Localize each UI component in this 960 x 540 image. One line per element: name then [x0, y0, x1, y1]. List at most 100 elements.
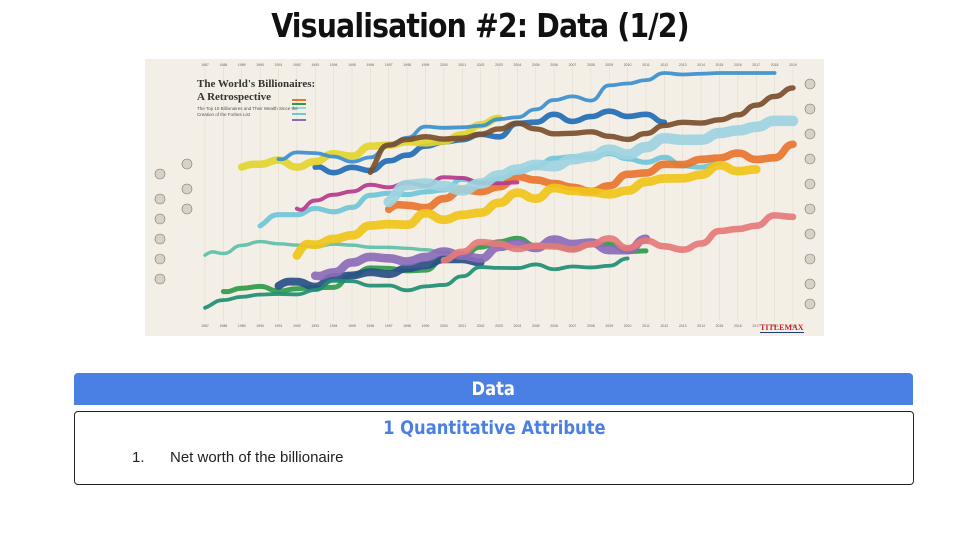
year-label-bottom: 1992 — [293, 324, 301, 328]
billionaire-portrait — [154, 213, 166, 225]
legend-swatch — [292, 113, 306, 115]
billionaire-portrait — [154, 193, 166, 205]
data-section-box: 1 Quantitative Attribute 1. Net worth of… — [74, 411, 914, 485]
attribute-title: 1 Quantitative Attribute — [75, 417, 913, 439]
billionaire-portrait — [804, 203, 816, 215]
billionaire-portrait — [804, 78, 816, 90]
slide-title: Visualisation #2: Data (1/2) — [271, 6, 689, 45]
year-label-top: 2007 — [569, 63, 577, 67]
year-label-top: 1999 — [422, 63, 430, 67]
billionaire-portrait — [181, 158, 193, 170]
year-label-top: 1998 — [403, 63, 411, 67]
billionaire-portrait — [804, 103, 816, 115]
year-label-bottom: 2006 — [550, 324, 558, 328]
year-label-bottom: 2001 — [458, 324, 466, 328]
year-label-top: 2009 — [605, 63, 613, 67]
year-label-bottom: 1988 — [219, 324, 227, 328]
year-label-bottom: 2000 — [440, 324, 448, 328]
wealth-ribbon — [383, 115, 799, 208]
year-label-bottom: 1994 — [330, 324, 338, 328]
year-label-top: 2014 — [697, 63, 705, 67]
year-label-top: 1993 — [311, 63, 319, 67]
billionaire-portrait — [804, 298, 816, 310]
year-label-bottom: 2018 — [771, 324, 779, 328]
year-label-top: 1987 — [201, 63, 209, 67]
year-label-top: 1990 — [256, 63, 264, 67]
year-label-bottom: 2017 — [752, 324, 760, 328]
year-label-bottom: 2019 — [789, 324, 797, 328]
billionaire-portrait — [804, 253, 816, 265]
billionaires-infographic: 1987 1988 1989 1990 1991 1992 1993 1994 1995 1996… — [145, 59, 824, 336]
year-label-top: 1995 — [348, 63, 356, 67]
billionaire-portrait — [804, 278, 816, 290]
year-label-bottom: 2010 — [624, 324, 632, 328]
year-label-top: 2011 — [642, 63, 650, 67]
list-item-number: 1. — [132, 449, 145, 466]
billionaire-portrait — [154, 168, 166, 180]
year-label-bottom: 2004 — [513, 324, 521, 328]
legend-swatch — [292, 107, 306, 109]
year-label-top: 2013 — [679, 63, 687, 67]
data-header-label: Data — [471, 378, 516, 400]
data-section-header: Data — [74, 373, 913, 405]
infographic-subtitle: The Top 10 Billionaires and Their Wealth… — [197, 106, 298, 117]
year-label-bottom: 2012 — [660, 324, 668, 328]
year-label-top: 1996 — [366, 63, 374, 67]
wealth-ribbon — [203, 256, 630, 310]
year-label-bottom: 1996 — [366, 324, 374, 328]
legend-swatch — [292, 103, 306, 105]
year-label-top: 2005 — [532, 63, 540, 67]
year-label-bottom: 2003 — [495, 324, 503, 328]
year-label-top: 1991 — [275, 63, 283, 67]
billionaire-portrait — [181, 203, 193, 215]
year-label-bottom: 1993 — [311, 324, 319, 328]
year-label-top: 2004 — [513, 63, 521, 67]
year-label-bottom: 1991 — [275, 324, 283, 328]
billionaire-portrait — [804, 153, 816, 165]
wealth-ribbon — [367, 85, 796, 176]
list-item-text: Net worth of the billionaire — [170, 449, 344, 466]
year-label-top: 1997 — [385, 63, 393, 67]
year-label-top: 2002 — [477, 63, 485, 67]
year-label-top: 2018 — [771, 63, 779, 67]
year-label-bottom: 2008 — [587, 324, 595, 328]
year-label-top: 2019 — [789, 63, 797, 67]
year-label-bottom: 1998 — [403, 324, 411, 328]
year-label-bottom: 1997 — [385, 324, 393, 328]
year-label-bottom: 1989 — [238, 324, 246, 328]
attribute-title-label: 1 Quantitative Attribute — [382, 417, 606, 439]
year-label-top: 2016 — [734, 63, 742, 67]
billionaire-portrait — [181, 183, 193, 195]
year-label-top: 2015 — [716, 63, 724, 67]
wealth-ribbon — [203, 239, 464, 258]
infographic-graphic: 1987 1988 1989 1990 1991 1992 1993 1994 1995 1996… — [154, 63, 816, 328]
year-label-top: 1992 — [293, 63, 301, 67]
year-label-bottom: 2016 — [734, 324, 742, 328]
year-label-top: 1988 — [219, 63, 227, 67]
billionaire-portrait — [804, 228, 816, 240]
year-label-bottom: 2013 — [679, 324, 687, 328]
billionaire-portrait — [154, 273, 166, 285]
year-label-bottom: 2015 — [716, 324, 724, 328]
billionaire-portrait — [154, 233, 166, 245]
year-label-bottom: 2007 — [569, 324, 577, 328]
year-label-top: 2003 — [495, 63, 503, 67]
billionaire-portrait — [804, 128, 816, 140]
year-label-top: 1994 — [330, 63, 338, 67]
year-label-bottom: 2011 — [642, 324, 650, 328]
infographic-title-line1: The World's Billionaires: — [197, 78, 316, 90]
legend-swatch — [292, 119, 306, 121]
billionaire-portrait — [154, 253, 166, 265]
wealth-ribbon — [292, 160, 761, 260]
year-label-top: 2006 — [550, 63, 558, 67]
year-label-bottom: 1995 — [348, 324, 356, 328]
wealth-ribbon — [440, 212, 797, 264]
year-label-top: 2012 — [660, 63, 668, 67]
year-label-top: 2008 — [587, 63, 595, 67]
year-label-top: 2000 — [440, 63, 448, 67]
year-label-bottom: 2002 — [477, 324, 485, 328]
year-label-top: 2001 — [458, 63, 466, 67]
year-label-bottom: 2009 — [605, 324, 613, 328]
year-label-bottom: 1990 — [256, 324, 264, 328]
titlemax-logo: TITLEMAX — [760, 323, 804, 333]
